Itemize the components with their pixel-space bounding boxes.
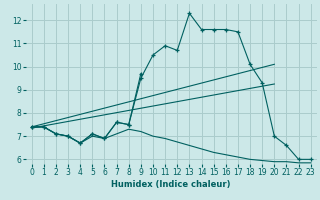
X-axis label: Humidex (Indice chaleur): Humidex (Indice chaleur) bbox=[111, 180, 231, 189]
